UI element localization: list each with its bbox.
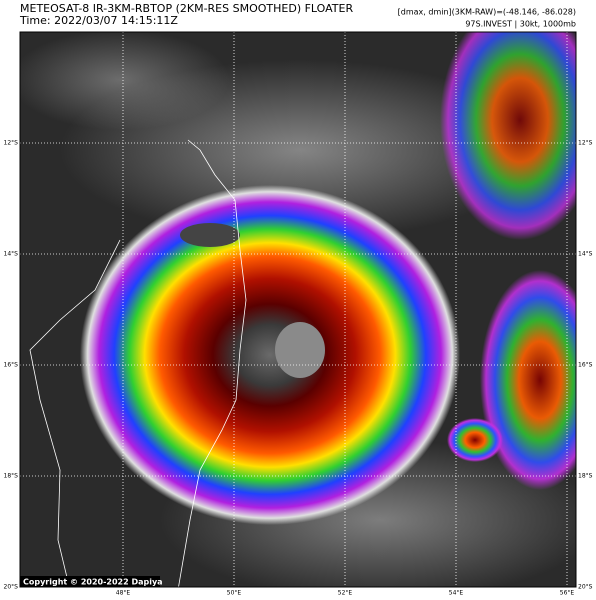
graticule: [20, 32, 576, 588]
lon-label: 56°E: [560, 590, 575, 597]
copyright: Copyright © 2020-2022 Dapiya: [23, 578, 163, 587]
lat-label-left: 20°S: [4, 584, 19, 591]
copyright-bg: [20, 576, 160, 587]
lat-label-left: 18°S: [4, 473, 19, 480]
lat-label-left: 14°S: [4, 251, 19, 258]
lat-label-left: 12°S: [4, 140, 19, 147]
lat-label-right: 20°S: [578, 584, 593, 591]
storm-info: 97S.INVEST | 30kt, 1000mb: [465, 20, 576, 29]
imagery: [20, 32, 576, 587]
lat-label-left: 16°S: [4, 362, 19, 369]
lat-label-right: 14°S: [578, 251, 593, 258]
lon-label: 54°E: [449, 590, 464, 597]
time: Time: 2022/03/07 14:15:11Z: [19, 14, 178, 27]
lat-label-right: 18°S: [578, 473, 593, 480]
stats: [dmax, dmin](3KM-RAW)=(-48.146, -86.028): [398, 8, 576, 17]
lon-label: 48°E: [116, 590, 131, 597]
lat-label-right: 12°S: [578, 140, 593, 147]
lon-label: 52°E: [338, 590, 353, 597]
lon-label: 50°E: [227, 590, 242, 597]
title: METEOSAT-8 IR-3KM-RBTOP (2KM-RES SMOOTHE…: [20, 2, 353, 15]
plot-frame: [19, 31, 577, 588]
lat-label-right: 16°S: [578, 362, 593, 369]
